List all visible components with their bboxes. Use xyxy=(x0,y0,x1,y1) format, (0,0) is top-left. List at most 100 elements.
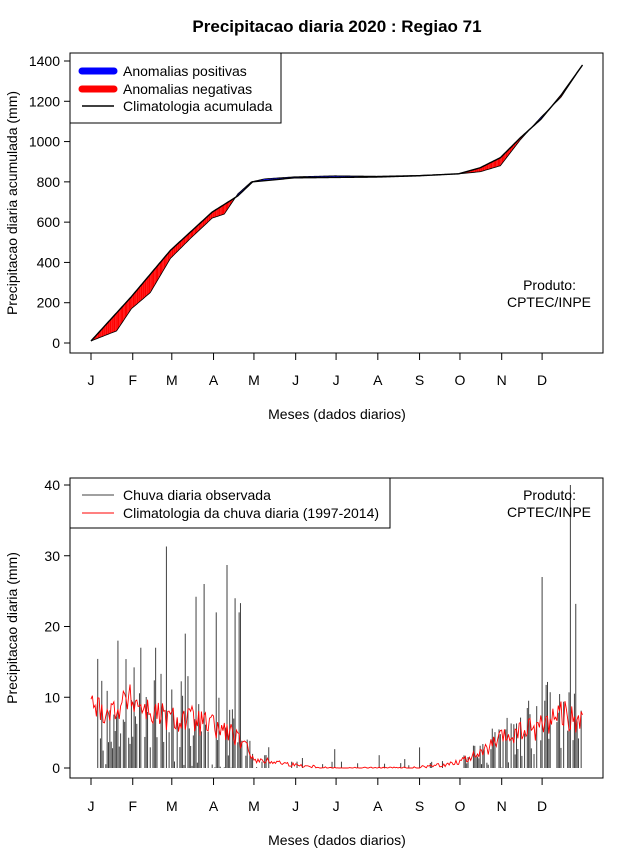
negative-anomaly-segment xyxy=(173,246,175,256)
negative-anomaly-segment xyxy=(190,230,192,239)
negative-anomaly-segment xyxy=(183,236,186,245)
negative-anomaly-segment xyxy=(494,159,497,168)
negative-anomaly-segment xyxy=(167,251,170,263)
negative-anomaly-segment xyxy=(198,223,201,231)
negative-anomaly-segment xyxy=(185,235,187,244)
negative-anomaly-segment xyxy=(112,315,114,333)
x-tick-label: M xyxy=(248,372,260,388)
negative-anomaly-segment xyxy=(182,237,184,247)
negative-anomaly-segment xyxy=(492,161,494,169)
x-tick-label: N xyxy=(497,372,507,388)
negative-anomaly-segment xyxy=(138,287,140,304)
negative-anomaly-segment xyxy=(499,157,501,167)
negative-anomaly-segment xyxy=(136,288,139,305)
negative-anomaly-segment xyxy=(187,233,190,241)
negative-anomaly-segment xyxy=(489,162,491,169)
negative-anomaly-segment xyxy=(485,164,487,171)
daily-panel: 0 10 20 30 40 J F M A M J J A S O N D Meses (dados diar… xyxy=(4,477,604,848)
negative-anomaly-segment xyxy=(146,277,148,297)
negative-anomaly-segment xyxy=(143,280,145,299)
negative-anomaly-segment xyxy=(104,324,106,336)
negative-anomaly-segment xyxy=(220,206,222,216)
negative-anomaly-segment xyxy=(116,311,118,331)
negative-anomaly-segment xyxy=(178,241,180,251)
negative-anomaly-segment xyxy=(140,283,143,301)
negative-anomaly-segment xyxy=(216,208,218,217)
daily-y-tick-label: 20 xyxy=(44,619,60,635)
negative-anomaly-segment xyxy=(111,317,113,334)
daily-climatology-line xyxy=(90,684,583,769)
daily-y-tick-label: 10 xyxy=(44,689,60,705)
negative-anomaly-segment xyxy=(166,253,168,266)
negative-anomaly-segment xyxy=(155,266,157,284)
observed-cumulative-line xyxy=(90,64,583,342)
negative-anomaly-segment xyxy=(221,205,223,215)
negative-anomaly-segment xyxy=(225,202,228,213)
daily-legend-box xyxy=(69,477,391,529)
negative-anomaly-segment xyxy=(126,301,128,317)
negative-anomaly-segment xyxy=(504,152,506,161)
negative-anomaly-segment xyxy=(139,285,141,302)
negative-anomaly-segment xyxy=(103,326,105,337)
negative-anomaly-segment xyxy=(503,153,505,163)
negative-anomaly-segment xyxy=(191,229,194,237)
daily-y-label: Precipitacao diaria (mm) xyxy=(4,552,20,704)
negative-anomaly-segment xyxy=(101,327,104,337)
negative-anomaly-segment xyxy=(152,269,155,289)
negative-anomaly-segment xyxy=(128,298,131,313)
negative-anomaly-segment xyxy=(212,211,214,219)
daily-y-tick-label: 40 xyxy=(44,477,60,493)
negative-anomaly-segment xyxy=(105,323,108,336)
negative-anomaly-segment xyxy=(131,295,133,309)
legend-label-climatology: Climatologia acumulada xyxy=(123,98,273,114)
negative-anomaly-segment xyxy=(217,207,219,217)
negative-anomaly-segment xyxy=(150,272,152,293)
daily-plot-area xyxy=(90,485,583,769)
climatology-cumulative-line xyxy=(90,64,584,342)
y-tick-label: 1400 xyxy=(29,53,60,69)
daily-x-tick-label: S xyxy=(415,798,424,814)
negative-anomaly-segment xyxy=(175,244,178,254)
daily-x-tick-label: J xyxy=(88,798,95,814)
negative-anomaly-segment xyxy=(121,305,124,323)
negative-anomaly-segment xyxy=(194,226,197,235)
negative-anomaly-segment xyxy=(108,320,110,335)
cumulative-y-axis: 0 200 400 600 800 1000 1200 1400 xyxy=(29,53,71,351)
negative-anomaly-segment xyxy=(486,163,489,170)
negative-anomaly-segment xyxy=(156,264,159,282)
negative-anomaly-segment xyxy=(158,263,160,279)
y-tick-label: 600 xyxy=(37,214,61,230)
x-tick-label: F xyxy=(128,372,137,388)
negative-anomaly-segment xyxy=(478,167,481,172)
product-source: CPTEC/INPE xyxy=(507,294,591,310)
product-label: Produto: xyxy=(523,277,576,293)
negative-anomaly-segment xyxy=(115,312,117,332)
negative-anomaly-segment xyxy=(196,225,198,234)
negative-anomaly-segment xyxy=(179,240,182,249)
negative-anomaly-segment xyxy=(148,274,151,294)
negative-anomaly-segment xyxy=(197,224,199,232)
negative-anomaly-segment xyxy=(490,161,493,169)
negative-anomaly-segment xyxy=(130,296,132,311)
x-tick-label: M xyxy=(166,372,178,388)
negative-anomaly-segment xyxy=(193,228,195,236)
y-tick-label: 800 xyxy=(37,174,61,190)
daily-x-label: Meses (dados diarios) xyxy=(268,832,406,848)
x-tick-label: J xyxy=(333,372,340,388)
negative-anomaly-segment xyxy=(132,293,135,308)
legend-label-negative: Anomalias negativas xyxy=(123,81,252,97)
legend-label-daily-climatology: Climatologia da chuva diaria (1997-2014) xyxy=(123,505,379,521)
daily-y-tick-label: 30 xyxy=(44,548,60,564)
daily-x-tick-label: A xyxy=(373,798,383,814)
negative-anomaly-segment xyxy=(144,279,147,298)
chart-title: Precipitacao diaria 2020 : Regiao 71 xyxy=(192,17,481,36)
negative-anomaly-segment xyxy=(142,282,144,300)
daily-product-label: Produto: xyxy=(523,487,576,503)
negative-anomaly-segment xyxy=(107,321,109,335)
negative-anomaly-segment xyxy=(501,155,504,164)
negative-anomaly-segment xyxy=(488,163,490,170)
y-tick-label: 1200 xyxy=(29,93,60,109)
negative-anomaly-segment xyxy=(484,165,486,171)
cumulative-y-label: Precipitacao diaria acumulada (mm) xyxy=(4,91,20,315)
negative-anomaly-segment xyxy=(169,250,171,261)
